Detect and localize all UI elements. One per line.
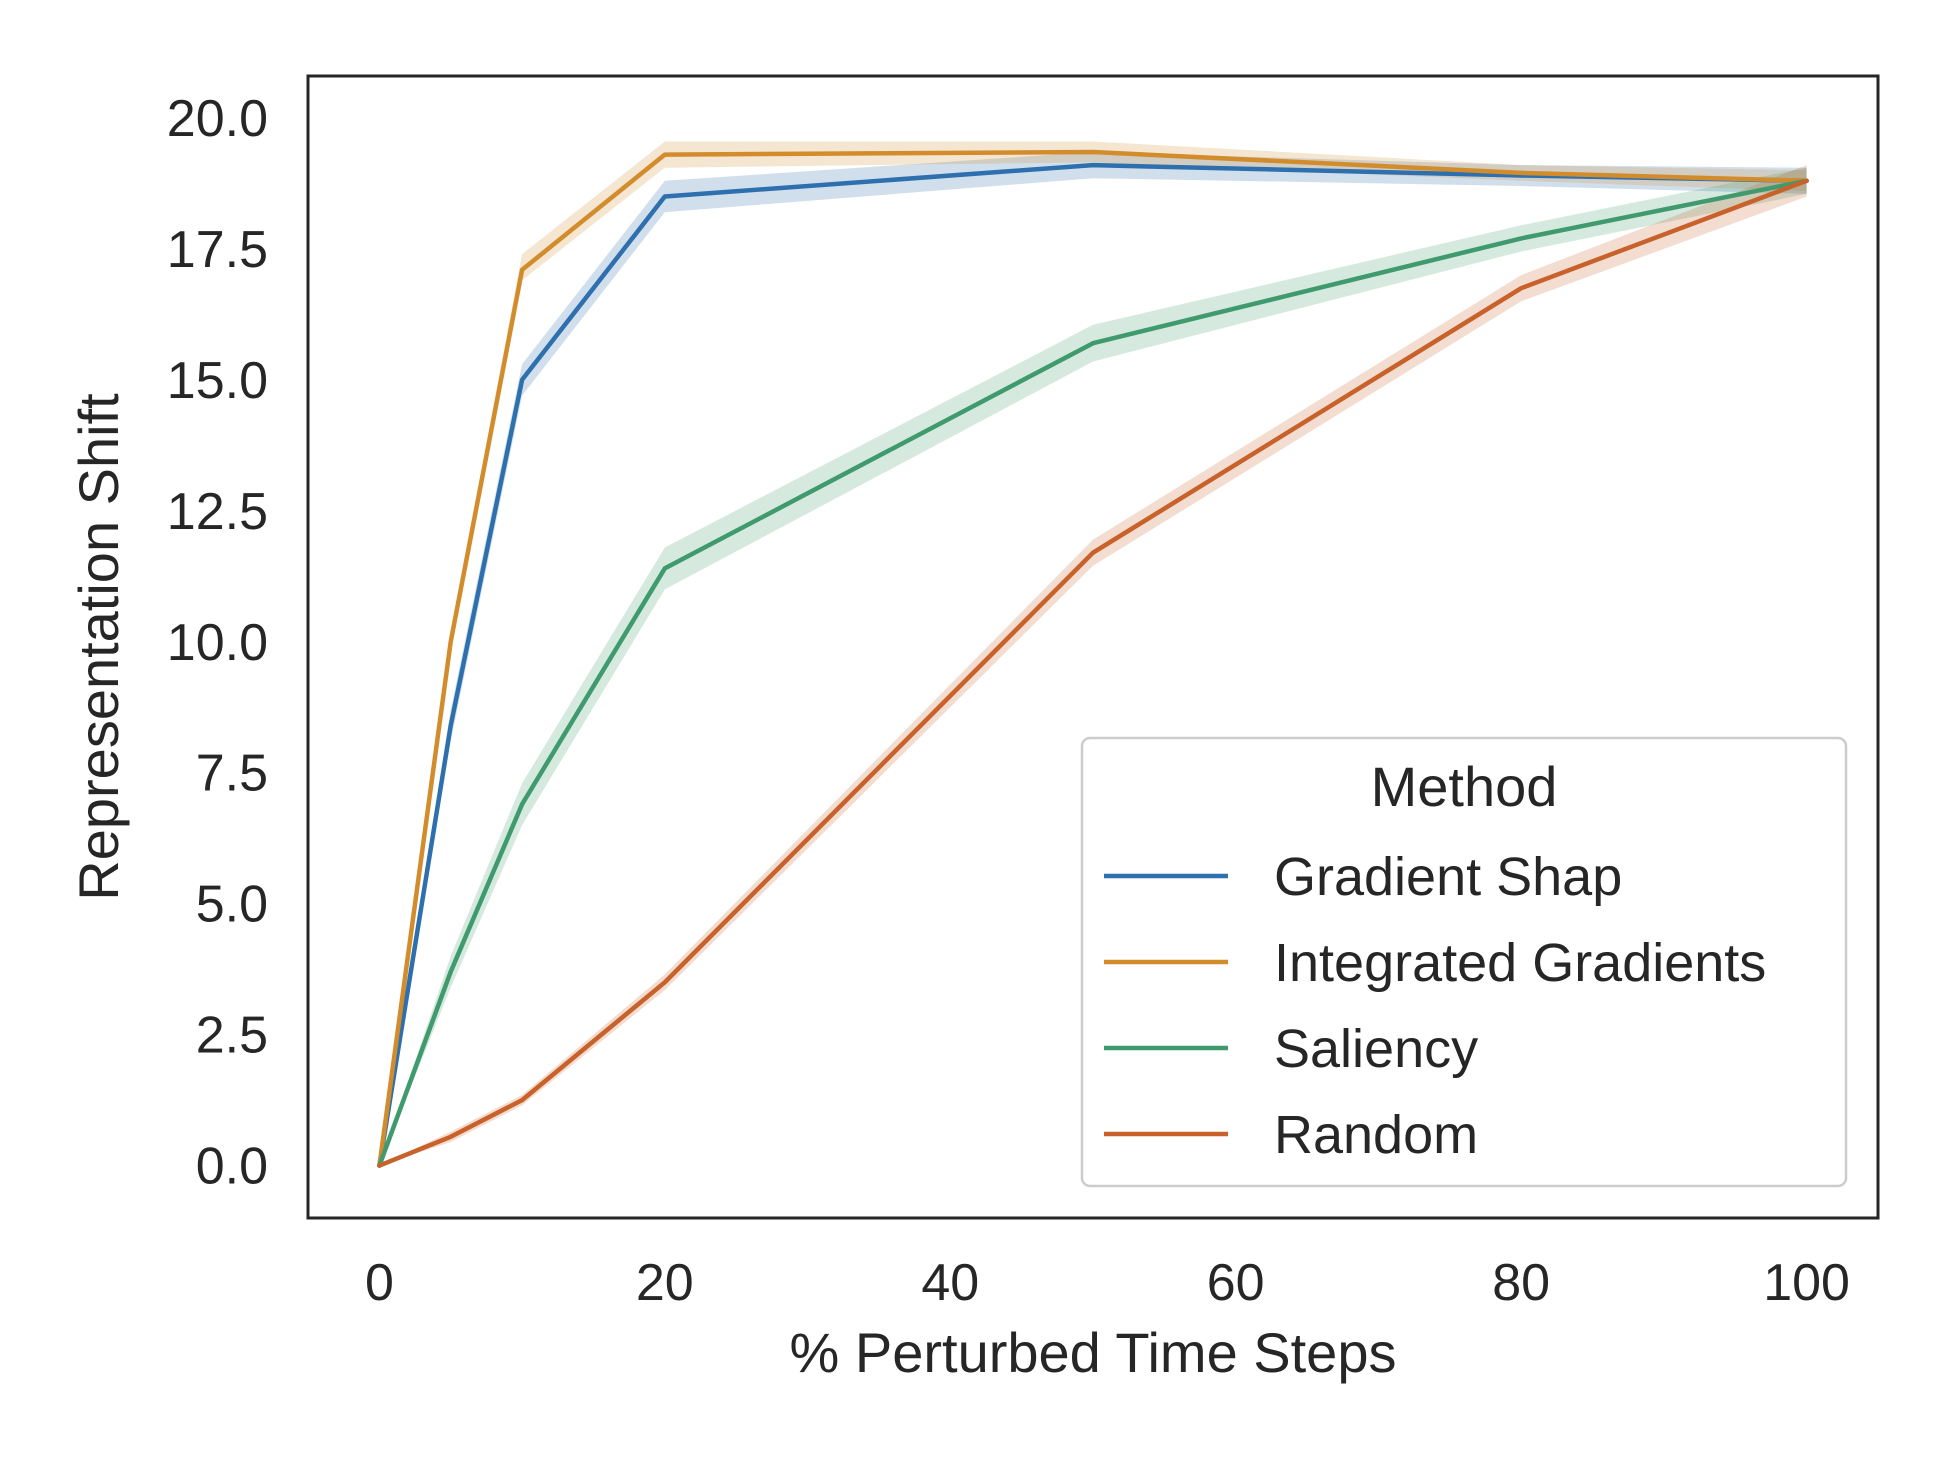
x-axis-label: % Perturbed Time Steps: [790, 1321, 1397, 1384]
y-tick-label: 15.0: [167, 352, 268, 410]
x-tick-label: 20: [636, 1254, 694, 1312]
y-tick-label: 7.5: [196, 745, 268, 803]
y-tick-label: 12.5: [167, 483, 268, 541]
y-tick-label: 10.0: [167, 614, 268, 672]
y-tick-label: 20.0: [167, 90, 268, 148]
legend-title: Method: [1371, 755, 1558, 818]
y-axis-label: Representation Shift: [67, 393, 130, 901]
y-tick-label: 0.0: [196, 1138, 268, 1196]
legend-label-integrated-gradients: Integrated Gradients: [1274, 933, 1766, 993]
y-tick-label: 2.5: [196, 1007, 268, 1065]
x-tick-label: 80: [1492, 1254, 1550, 1312]
legend-label-saliency: Saliency: [1274, 1019, 1478, 1079]
x-tick-label: 0: [365, 1254, 394, 1312]
x-tick-label: 40: [921, 1254, 979, 1312]
x-tick-label: 100: [1763, 1254, 1850, 1312]
legend: Method Gradient Shap Integrated Gradients…: [1082, 738, 1846, 1186]
y-tick-label: 17.5: [167, 221, 268, 279]
legend-label-gradient-shap: Gradient Shap: [1274, 847, 1622, 907]
x-tick-label: 60: [1207, 1254, 1265, 1312]
y-tick-label: 5.0: [196, 876, 268, 934]
legend-label-random: Random: [1274, 1105, 1478, 1165]
